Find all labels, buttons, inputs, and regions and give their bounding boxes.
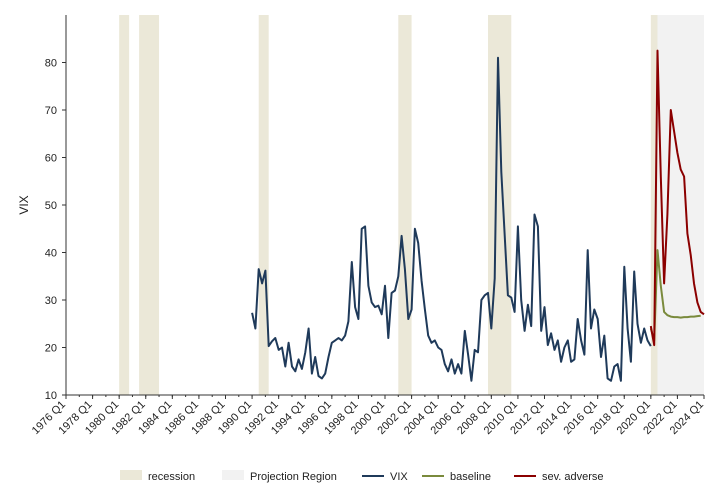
y-axis-title: VIX [17, 195, 31, 214]
legend-swatch-projection-region [222, 470, 244, 480]
y-tick-label: 20 [45, 343, 57, 355]
projection-region-band [657, 15, 704, 395]
legend-label-sev-adverse: sev. adverse [542, 471, 604, 483]
series-line-vix [251, 56, 652, 382]
recession-band [258, 15, 269, 395]
recession-band [650, 15, 658, 395]
legend-label-projection-region: Projection Region [250, 471, 337, 483]
legend-label-recession: recession [148, 471, 195, 483]
legend-label-baseline: baseline [450, 471, 491, 483]
recession-band [398, 15, 412, 395]
shaded-bands [119, 15, 704, 395]
y-tick-label: 10 [45, 390, 57, 402]
recession-band [139, 15, 160, 395]
y-tick-label: 30 [45, 295, 57, 307]
legend: recession Projection Region VIX baseline sev… [120, 470, 604, 483]
y-tick-label: 40 [45, 248, 57, 260]
legend-swatch-recession [120, 470, 142, 480]
recession-band [488, 15, 512, 395]
series-line-baseline [649, 249, 701, 342]
recession-band [119, 15, 130, 395]
series-line-sev-adverse [649, 49, 705, 347]
series-lines [251, 49, 705, 382]
legend-label-vix: VIX [390, 471, 408, 483]
y-tick-label: 80 [45, 58, 57, 70]
y-tick-label: 50 [45, 200, 57, 212]
y-tick-label: 60 [45, 153, 57, 165]
y-tick-label: 70 [45, 105, 57, 117]
